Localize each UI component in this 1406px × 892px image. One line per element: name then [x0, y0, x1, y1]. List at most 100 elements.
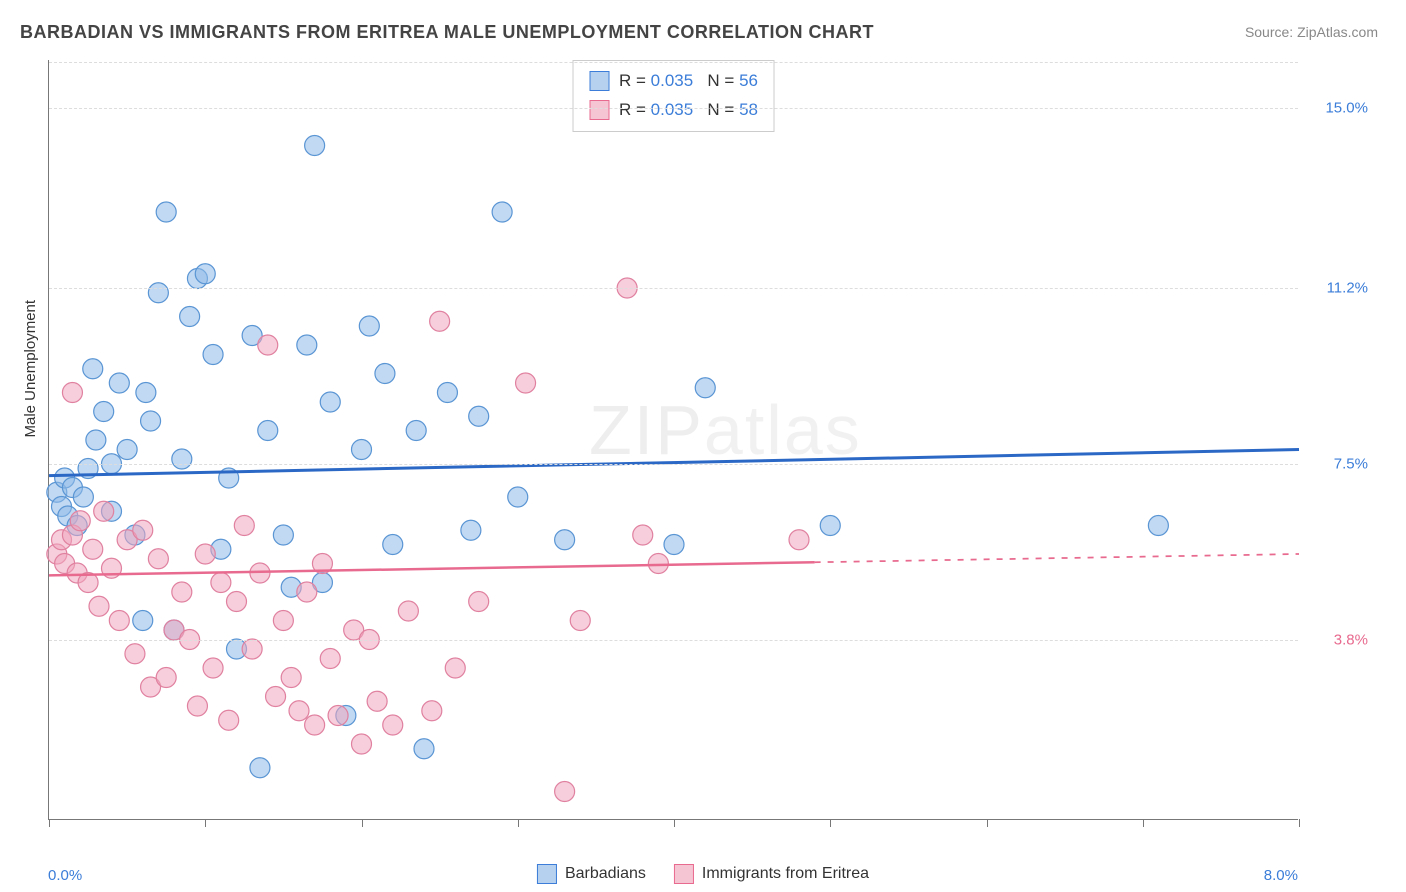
gridline: [49, 464, 1298, 465]
scatter-point: [219, 710, 239, 730]
y-tick-label: 3.8%: [1308, 631, 1368, 648]
x-tick: [49, 819, 50, 827]
legend-swatch-0: [537, 864, 557, 884]
legend-swatch-1: [674, 864, 694, 884]
x-tick: [362, 819, 363, 827]
scatter-point: [570, 611, 590, 631]
y-tick-label: 15.0%: [1308, 99, 1368, 116]
scatter-point: [469, 592, 489, 612]
scatter-point: [414, 739, 434, 759]
stat-row-1: R = 0.035 N = 58: [589, 96, 758, 125]
scatter-point: [305, 136, 325, 156]
scatter-point: [352, 734, 372, 754]
scatter-point: [172, 582, 192, 602]
scatter-point: [633, 525, 653, 545]
scatter-point: [461, 520, 481, 540]
scatter-point: [422, 701, 442, 721]
scatter-point: [83, 359, 103, 379]
stat-swatch-1: [589, 100, 609, 120]
scatter-point: [62, 383, 82, 403]
scatter-point: [328, 706, 348, 726]
gridline: [49, 62, 1298, 63]
x-tick: [830, 819, 831, 827]
scatter-point: [273, 525, 293, 545]
scatter-point: [383, 535, 403, 555]
scatter-point: [148, 283, 168, 303]
scatter-point: [273, 611, 293, 631]
scatter-point: [148, 549, 168, 569]
scatter-point: [83, 539, 103, 559]
scatter-point: [430, 311, 450, 331]
scatter-point: [258, 421, 278, 441]
scatter-point: [141, 411, 161, 431]
scatter-point: [352, 440, 372, 460]
x-tick: [674, 819, 675, 827]
scatter-point: [109, 611, 129, 631]
scatter-point: [398, 601, 418, 621]
scatter-point: [242, 639, 262, 659]
scatter-point: [281, 668, 301, 688]
scatter-point: [109, 373, 129, 393]
scatter-point: [305, 715, 325, 735]
x-tick: [1299, 819, 1300, 827]
x-tick: [1143, 819, 1144, 827]
chart-title: BARBADIAN VS IMMIGRANTS FROM ERITREA MAL…: [20, 22, 874, 43]
x-tick: [518, 819, 519, 827]
gridline: [49, 108, 1298, 109]
scatter-point: [555, 782, 575, 802]
scatter-point: [695, 378, 715, 398]
legend-label-1: Immigrants from Eritrea: [702, 865, 869, 883]
scatter-point: [437, 383, 457, 403]
x-axis-left-label: 0.0%: [48, 867, 82, 884]
gridline: [49, 288, 1298, 289]
stat-legend: R = 0.035 N = 56 R = 0.035 N = 58: [572, 60, 775, 132]
scatter-point: [70, 511, 90, 531]
scatter-point: [125, 644, 145, 664]
scatter-point: [375, 364, 395, 384]
trend-line: [49, 450, 1299, 476]
scatter-point: [86, 430, 106, 450]
scatter-point: [250, 758, 270, 778]
stat-row-0: R = 0.035 N = 56: [589, 67, 758, 96]
scatter-point: [187, 696, 207, 716]
stat-swatch-0: [589, 71, 609, 91]
scatter-point: [320, 392, 340, 412]
gridline: [49, 640, 1298, 641]
x-axis-right-label: 8.0%: [1264, 867, 1298, 884]
scatter-point: [664, 535, 684, 555]
scatter-point: [172, 449, 192, 469]
scatter-point: [133, 611, 153, 631]
legend-item-0: Barbadians: [537, 864, 646, 884]
legend-label-0: Barbadians: [565, 865, 646, 883]
plot-area: ZIPatlas R = 0.035 N = 56 R = 0.035 N = …: [48, 60, 1298, 820]
scatter-point: [648, 554, 668, 574]
scatter-point: [227, 592, 247, 612]
scatter-point: [297, 335, 317, 355]
scatter-point: [820, 516, 840, 536]
y-tick-label: 7.5%: [1308, 455, 1368, 472]
legend-item-1: Immigrants from Eritrea: [674, 864, 869, 884]
scatter-point: [508, 487, 528, 507]
scatter-point: [789, 530, 809, 550]
scatter-point: [383, 715, 403, 735]
x-tick: [205, 819, 206, 827]
scatter-point: [203, 658, 223, 678]
scatter-point: [258, 335, 278, 355]
scatter-point: [266, 687, 286, 707]
series-legend: Barbadians Immigrants from Eritrea: [537, 864, 869, 884]
scatter-point: [94, 501, 114, 521]
scatter-point: [297, 582, 317, 602]
y-tick-label: 11.2%: [1308, 280, 1368, 297]
x-tick: [987, 819, 988, 827]
scatter-point: [156, 668, 176, 688]
stat-text-1: R = 0.035 N = 58: [619, 96, 758, 125]
scatter-point: [406, 421, 426, 441]
scatter-point: [117, 440, 137, 460]
scatter-point: [180, 307, 200, 327]
scatter-point: [320, 649, 340, 669]
scatter-point: [469, 406, 489, 426]
scatter-point: [1148, 516, 1168, 536]
scatter-point: [234, 516, 254, 536]
scatter-point: [89, 596, 109, 616]
source-attribution: Source: ZipAtlas.com: [1245, 24, 1378, 40]
